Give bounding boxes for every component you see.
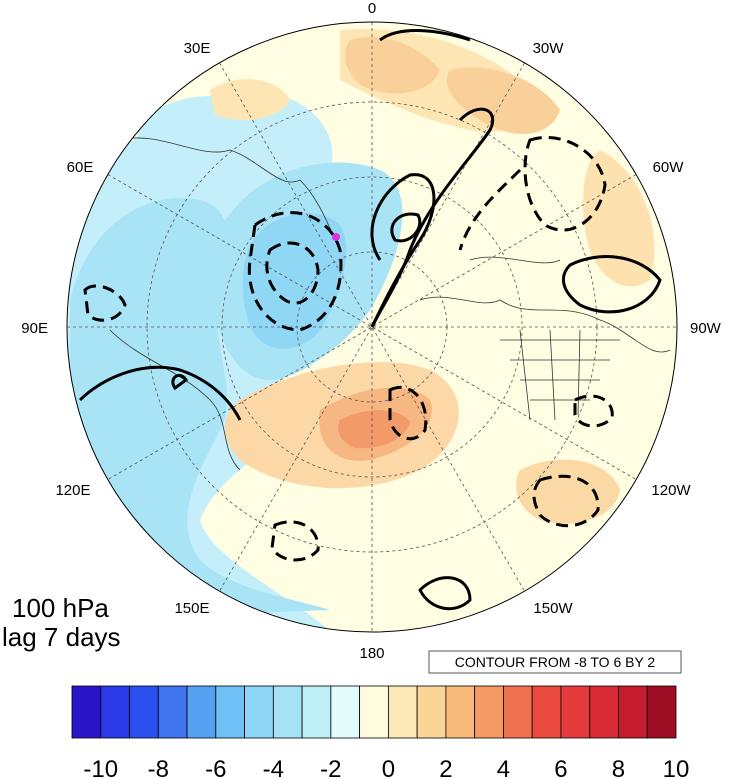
shading-positive-se [516,459,620,524]
colorbar-swatch [330,685,361,739]
lon-label-120w: 120W [651,482,691,499]
colorbar-swatch [186,685,217,739]
colorbar-swatch [503,685,533,739]
lon-label-30e: 30E [184,40,211,57]
lon-label-60w: 60W [653,159,685,176]
colorbar-tick-label: 6 [554,756,567,779]
colorbar-swatch [157,685,188,739]
colorbar-swatch [387,685,418,739]
shading-positive-south-peak [338,410,410,449]
lon-label-120e: 120E [55,482,90,499]
map-border [66,21,678,633]
level-label: 100 hPa [12,593,109,623]
colorbar-swatch [272,685,303,739]
lon-label-30w: 30W [533,40,565,57]
graticule [67,22,677,632]
contours-positive [78,29,662,611]
shading-negative-mid [70,198,330,620]
contours-negative [83,135,614,562]
location-marker [332,233,340,241]
colorbar: -10 -8 -6 -4 -2 0 2 4 6 8 10 [71,685,690,779]
colorbar-swatch [474,685,504,739]
colorbar-tick-label: 0 [382,756,395,779]
lon-label-top: 0 [368,0,376,17]
colorbar-tick-label: -2 [320,756,341,779]
lon-label-60e: 60E [67,159,94,176]
colorbar-swatch [445,685,476,739]
lon-label-150e: 150E [174,600,209,617]
colorbar-swatch [244,685,274,739]
colorbar-tick-label: -8 [148,756,169,779]
colorbar-tick-label: 8 [612,756,625,779]
lon-label-bottom: 180 [359,645,384,662]
contour-note: CONTOUR FROM -8 TO 6 BY 2 [455,654,656,670]
colorbar-tick-label: 4 [497,756,510,779]
colorbar-tick-label: -4 [263,756,284,779]
lon-label-left: 90E [21,320,48,337]
lon-label-150w: 150W [533,600,573,617]
shading-positive-east [583,150,655,287]
colorbar-tick-label: -6 [205,756,226,779]
colorbar-swatch [589,685,619,739]
lag-label: lag 7 days [2,622,121,652]
colorbar-swatch [301,685,332,739]
colorbar-swatch [416,685,447,739]
shading-negative-core [242,213,347,349]
colorbar-swatch [560,685,591,739]
colorbar-tick-label: 10 [663,756,690,779]
colorbar-swatch [618,685,648,739]
shading-positive-sw [210,79,290,120]
colorbar-tick-label: -10 [83,756,118,779]
contour-note-box [428,650,682,674]
shading-positive-ne [446,67,560,134]
colorbar-swatch [646,685,677,739]
coastlines [109,137,671,471]
shading-positive-top-core [344,36,440,94]
lon-label-right: 90W [690,320,722,337]
colorbar-swatch [129,685,159,739]
colorbar-tick-label: 2 [439,756,452,779]
colorbar-swatch [71,685,102,739]
colorbar-swatch [100,685,130,739]
colorbar-swatch [531,685,562,739]
colorbar-swatch [215,685,245,739]
colorbar-swatch [359,685,389,739]
